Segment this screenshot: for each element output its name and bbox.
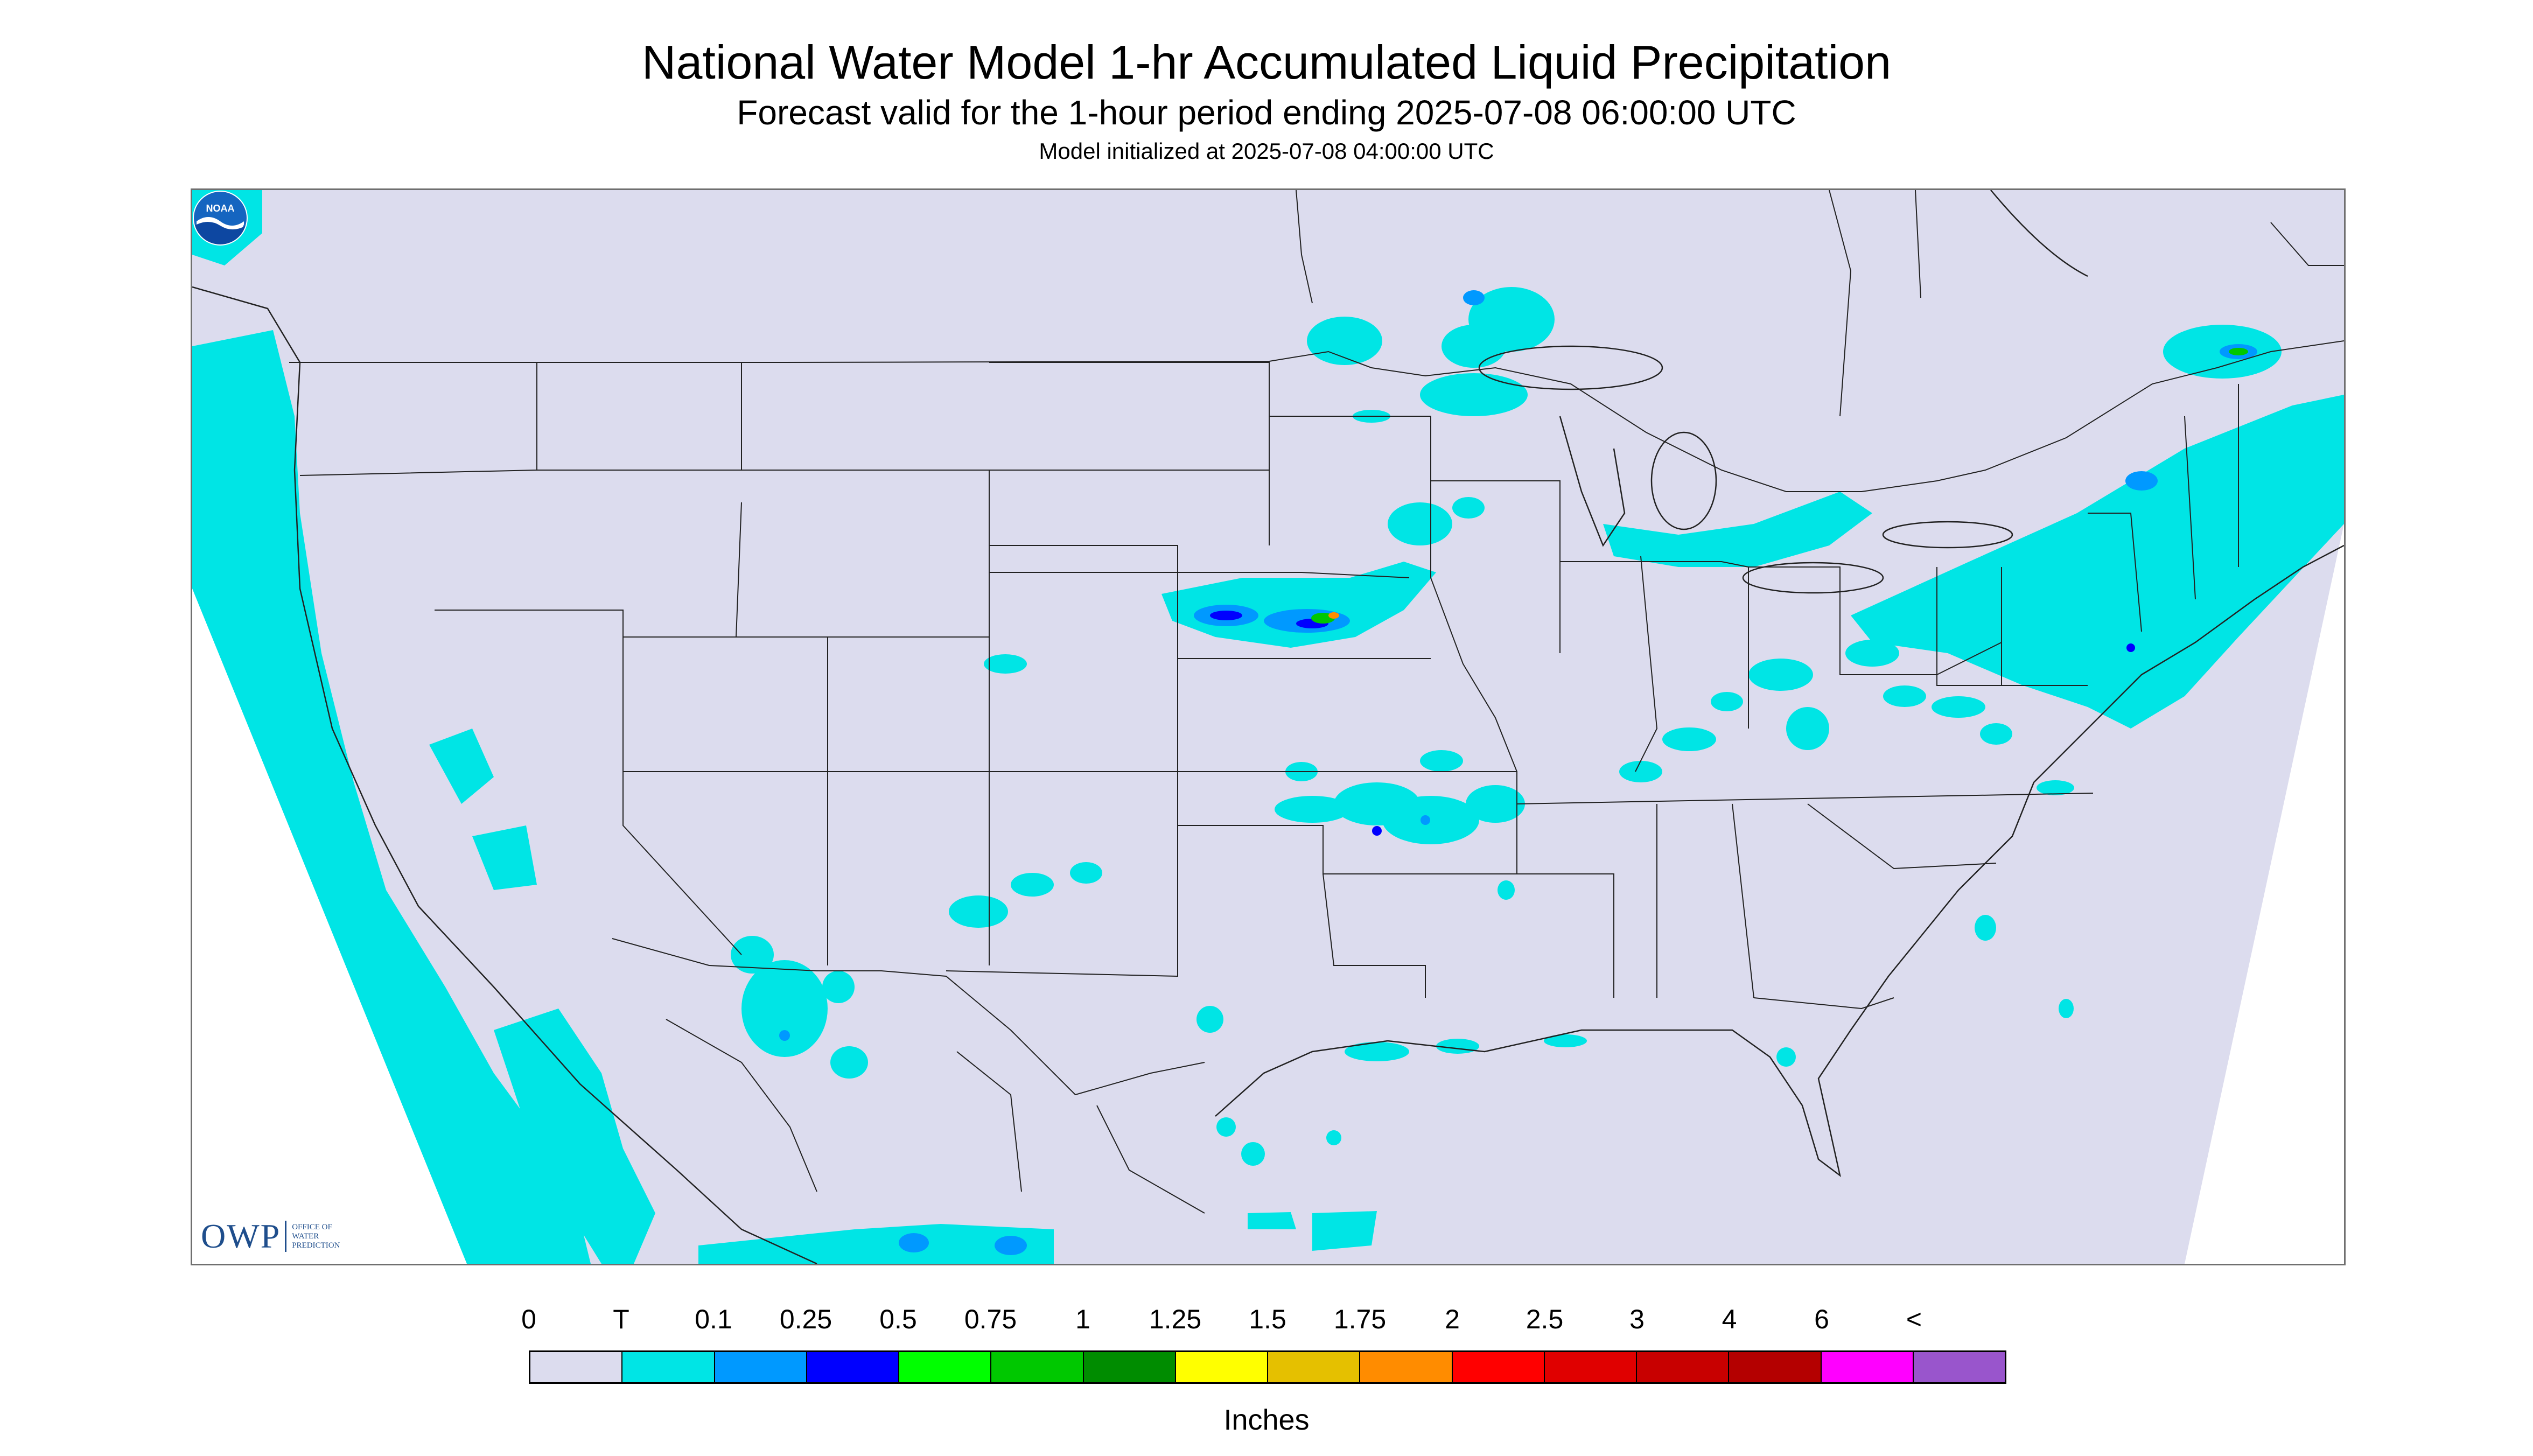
legend-label-1: T — [613, 1304, 629, 1334]
color-legend: 0 T 0.1 0.25 0.5 0.75 1 1.25 1.5 1.75 2 2.5 3 4 6 < — [521, 1303, 2006, 1411]
precip-new-mexico — [949, 654, 1102, 928]
map-subtitle: Forecast valid for the 1-hour period end… — [737, 93, 1796, 132]
legend-swatch-1 — [622, 1352, 715, 1382]
legend-swatch-0 — [530, 1352, 623, 1382]
precip-gulf — [1196, 780, 2074, 1166]
legend-label-10: 2 — [1445, 1304, 1460, 1334]
model-init-time: Model initialized at 2025-07-08 04:00:00… — [1039, 138, 1494, 164]
legend-swatch-10 — [1452, 1352, 1545, 1382]
legend-label-9: 1.75 — [1333, 1304, 1387, 1334]
legend-units: Inches — [1223, 1404, 1310, 1436]
legend-label-13: 4 — [1722, 1304, 1737, 1334]
legend-label-6: 1 — [1075, 1304, 1090, 1334]
precip-mexico — [698, 1211, 1377, 1264]
map-title: National Water Model 1-hr Accumulated Li… — [641, 36, 1892, 89]
legend-swatch-3 — [807, 1352, 899, 1382]
precip-oklahoma-arkansas — [1275, 750, 1525, 844]
precipitation-map: OWP OFFICE OF WATER PREDICTION NOAA — [191, 188, 2346, 1265]
legend-label-4: 0.5 — [879, 1304, 917, 1334]
legend-swatch-13 — [1729, 1352, 1822, 1382]
legend-swatch-7 — [1175, 1352, 1268, 1382]
owp-logo-subtext: OFFICE OF WATER PREDICTION — [292, 1222, 340, 1250]
political-boundaries — [289, 190, 2344, 1214]
legend-label-14: 6 — [1814, 1304, 1829, 1334]
legend-swatch-9 — [1360, 1352, 1453, 1382]
legend-swatch-8 — [1268, 1352, 1361, 1382]
legend-label-11: 2.5 — [1526, 1304, 1564, 1334]
legend-swatch-15 — [1913, 1352, 2005, 1382]
legend-label-0: 0 — [521, 1304, 536, 1334]
legend-swatch-6 — [1083, 1352, 1176, 1382]
precip-arizona — [731, 936, 868, 1079]
legend-colorbar — [529, 1350, 2006, 1384]
coastlines — [192, 190, 2344, 1264]
legend-labels: 0 T 0.1 0.25 0.5 0.75 1 1.25 1.5 1.75 2 2.5 3 4 6 < — [521, 1303, 2006, 1335]
noaa-logo: NOAA — [193, 191, 248, 246]
precip-nebraska-iowa — [1161, 562, 1436, 648]
owp-logo-text: OWP — [201, 1217, 281, 1255]
owp-logo-divider — [285, 1221, 287, 1252]
model-domain — [192, 190, 2344, 1264]
noaa-logo-text: NOAA — [206, 203, 235, 214]
legend-label-8: 1.5 — [1249, 1304, 1286, 1334]
precip-northeast — [1603, 325, 2344, 729]
legend-swatch-12 — [1637, 1352, 1730, 1382]
precip-upper-midwest — [1307, 287, 1555, 545]
legend-swatch-11 — [1544, 1352, 1637, 1382]
legend-label-5: 0.75 — [964, 1304, 1017, 1334]
legend-label-2: 0.1 — [695, 1304, 732, 1334]
legend-swatch-14 — [1821, 1352, 1914, 1382]
legend-label-3: 0.25 — [779, 1304, 832, 1334]
legend-swatch-2 — [715, 1352, 807, 1382]
legend-swatch-5 — [991, 1352, 1084, 1382]
owp-logo: OWP OFFICE OF WATER PREDICTION — [201, 1216, 373, 1256]
legend-label-7: 1.25 — [1149, 1304, 1202, 1334]
precip-ohio-valley — [1619, 640, 2012, 782]
legend-label-12: 3 — [1629, 1304, 1645, 1334]
map-canvas — [192, 190, 2344, 1264]
legend-label-15: < — [1906, 1304, 1922, 1334]
legend-swatch-4 — [899, 1352, 992, 1382]
